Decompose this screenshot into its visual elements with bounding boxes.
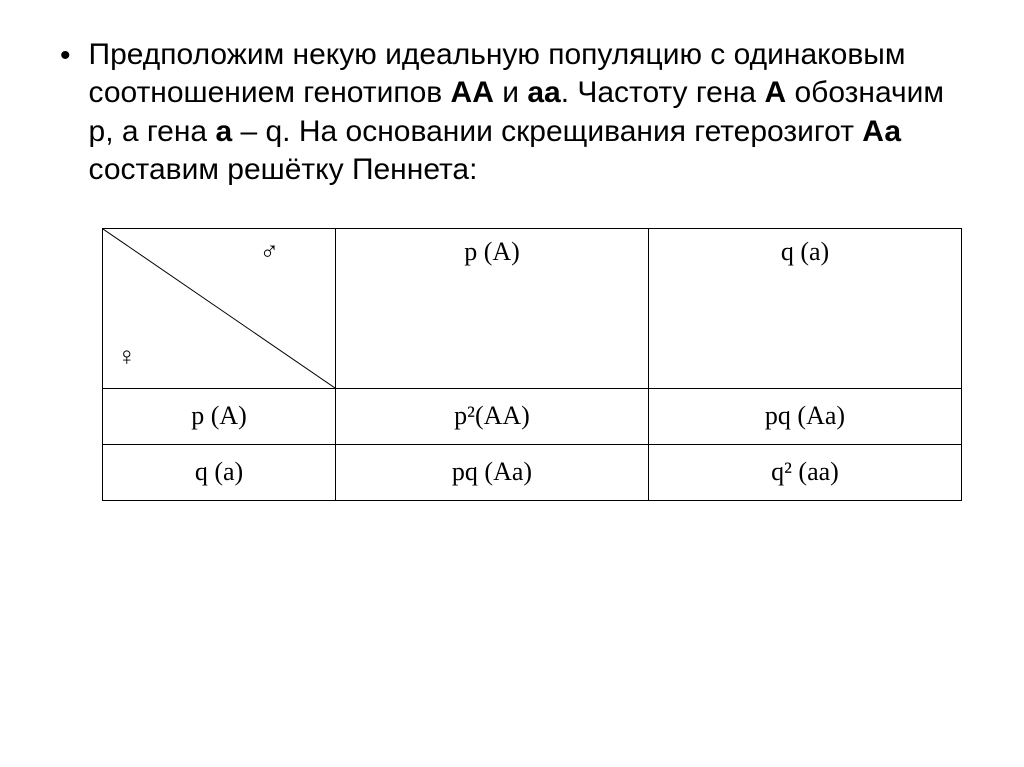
row-header: q (a): [103, 444, 336, 500]
paragraph: Предположим некую идеальную популяцию с …: [89, 36, 964, 190]
text-run: составим решётку Пеннета:: [89, 153, 478, 186]
text-run: . Частоту гена: [561, 76, 765, 109]
text-run: и: [494, 76, 527, 109]
diagonal-line-icon: [103, 229, 335, 388]
bold-run: аа: [527, 76, 560, 109]
bold-run: Аа: [862, 115, 901, 148]
row-header: p (A): [103, 388, 336, 444]
female-symbol-icon: ♀: [117, 342, 137, 372]
punnett-table: ♂ ♀ p (A) q (a) p (A) p²(AA) pq (Aa) q (…: [102, 228, 962, 501]
text-run: – q. На основании скрещивания гетерозиго…: [232, 115, 862, 148]
column-header: p (A): [336, 228, 649, 388]
slide: • Предположим некую идеальную популяцию …: [0, 0, 1024, 767]
table-cell: pq (Aa): [649, 388, 962, 444]
table-row: ♂ ♀ p (A) q (a): [103, 228, 962, 388]
corner-cell: ♂ ♀: [103, 228, 336, 388]
column-header: q (a): [649, 228, 962, 388]
bullet-item: • Предположим некую идеальную популяцию …: [60, 36, 964, 190]
table-cell: q² (aa): [649, 444, 962, 500]
bold-run: А: [764, 76, 786, 109]
table-cell: p²(AA): [336, 388, 649, 444]
bullet-marker: •: [60, 38, 71, 74]
table-row: p (A) p²(AA) pq (Aa): [103, 388, 962, 444]
table-cell: pq (Aa): [336, 444, 649, 500]
bold-run: АА: [451, 76, 494, 109]
bold-run: а: [215, 115, 232, 148]
table-row: q (a) pq (Aa) q² (aa): [103, 444, 962, 500]
male-symbol-icon: ♂: [260, 237, 280, 267]
punnett-square: ♂ ♀ p (A) q (a) p (A) p²(AA) pq (Aa) q (…: [102, 228, 964, 501]
